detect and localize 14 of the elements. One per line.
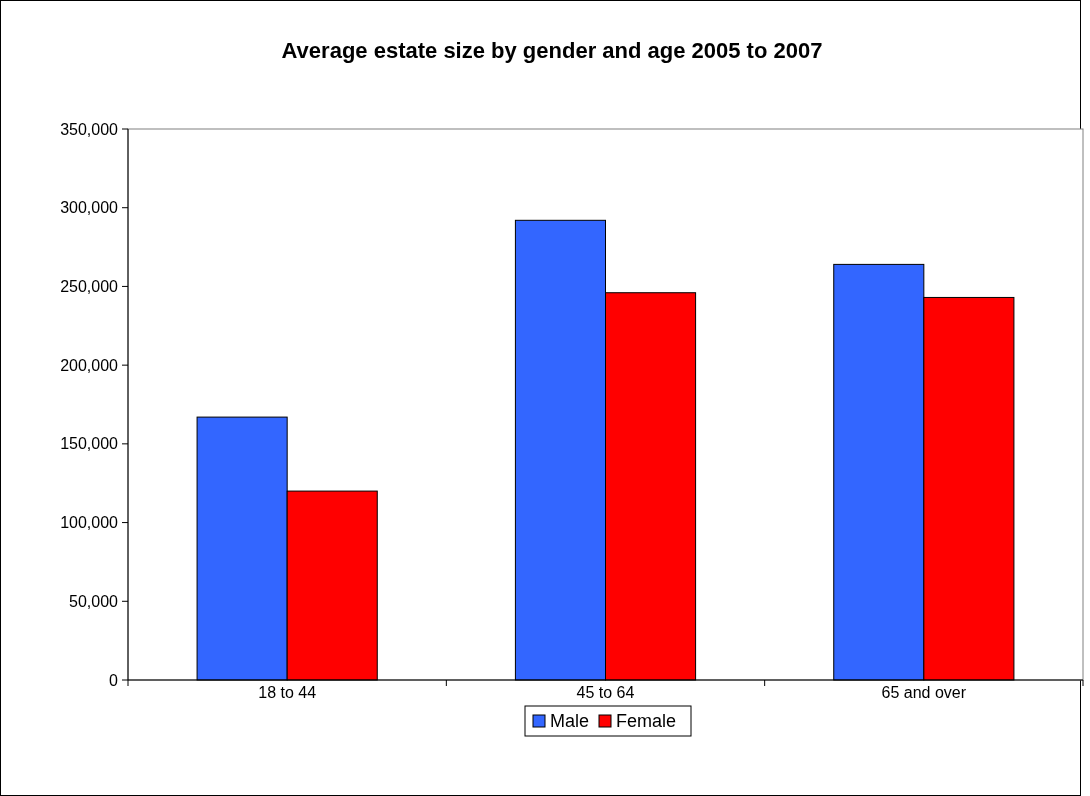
x-tick-label: 18 to 44 — [258, 684, 317, 701]
y-tick-label: 200,000 — [60, 356, 119, 374]
y-tick-label: 0 — [109, 671, 119, 689]
x-tick-label: 45 to 64 — [576, 684, 635, 701]
y-tick-label: 150,000 — [60, 435, 119, 453]
y-tick-label: 350,000 — [60, 120, 119, 138]
legend-label: Female — [616, 711, 677, 732]
y-tick-label: 50,000 — [69, 592, 119, 610]
y-tick-label: 300,000 — [60, 199, 119, 217]
x-tick-label: 65 and over — [881, 684, 967, 701]
legend-label: Male — [550, 711, 590, 732]
chart-title: Average estate size by gender and age 2005 to 2007 — [281, 38, 823, 63]
y-tick-label: 250,000 — [60, 278, 119, 296]
y-tick-label: 100,000 — [60, 514, 119, 532]
